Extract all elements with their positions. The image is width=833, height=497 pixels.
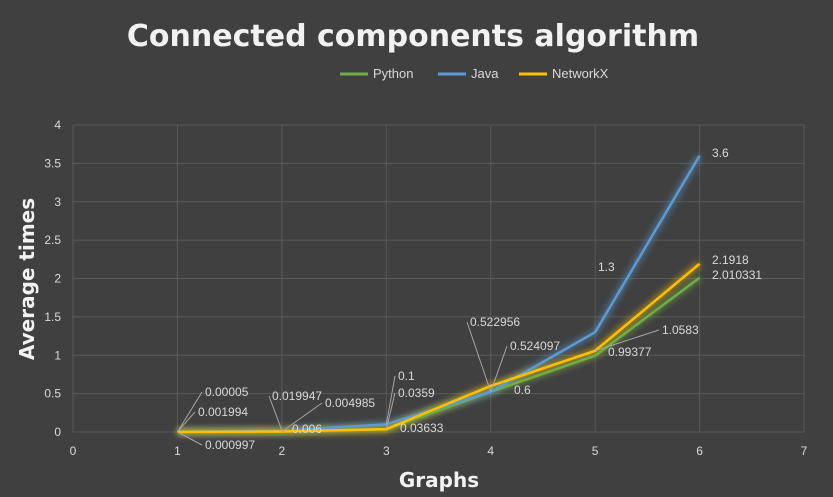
data-label-python: 0.000997 xyxy=(205,438,255,452)
data-label-leader xyxy=(466,321,492,393)
data-label-python: 0.004985 xyxy=(325,396,375,410)
data-label-python: 0.524097 xyxy=(510,339,560,353)
data-label-java: 0.00005 xyxy=(205,385,249,399)
legend-label: Java xyxy=(471,66,499,81)
y-tick-label: 2.5 xyxy=(44,233,61,247)
y-tick-label: 3.5 xyxy=(44,156,61,170)
data-label-java: 3.6 xyxy=(712,146,729,160)
data-labels: 0.000997 0.004985 0.0359 0.524097 0.99377 2.0… xyxy=(177,146,762,452)
x-tick-label: 0 xyxy=(70,444,77,458)
x-tick-label: 2 xyxy=(279,444,286,458)
legend-item-python: Python xyxy=(340,66,413,81)
legend-label: NetworkX xyxy=(552,66,609,81)
y-tick-label: 0.5 xyxy=(44,387,61,401)
data-label-leader xyxy=(385,375,396,425)
legend-item-java: Java xyxy=(438,66,499,81)
x-tick-label: 1 xyxy=(174,444,181,458)
series-glow-java xyxy=(177,153,703,436)
series-lines xyxy=(177,153,703,436)
data-label-networkx: 1.0583 xyxy=(662,323,699,337)
data-label-networkx: 0.03633 xyxy=(400,421,444,435)
data-label-leader xyxy=(385,392,396,430)
y-tick-label: 0 xyxy=(54,425,61,439)
y-tick-label: 4 xyxy=(54,118,61,132)
x-tick-label: 6 xyxy=(696,444,703,458)
data-label-python: 0.0359 xyxy=(398,386,435,400)
data-label-leader xyxy=(177,391,203,433)
data-label-python: 2.010331 xyxy=(712,268,762,282)
series-line-networkx xyxy=(177,262,701,434)
chart-title: Connected components algorithm xyxy=(127,19,699,54)
data-label-java: 0.522956 xyxy=(470,315,520,329)
data-label-python: 0.99377 xyxy=(608,345,652,359)
y-tick-label: 3 xyxy=(54,195,61,209)
y-axis-ticks: 0 0.5 1 1.5 2 2.5 3 3.5 4 xyxy=(44,118,61,439)
y-tick-label: 2 xyxy=(54,272,61,286)
data-label-networkx: 0.001994 xyxy=(198,405,248,419)
data-label-leader xyxy=(594,329,660,352)
data-label-leader xyxy=(281,402,323,433)
legend: Python Java NetworkX xyxy=(340,66,609,81)
x-axis-ticks: 0 1 2 3 4 5 6 7 xyxy=(70,444,808,458)
legend-label: Python xyxy=(373,66,413,81)
data-label-java: 0.1 xyxy=(398,369,415,383)
data-label-networkx: 2.1918 xyxy=(712,253,749,267)
data-label-leader xyxy=(268,395,283,431)
x-tick-label: 5 xyxy=(592,444,599,458)
legend-item-networkx: NetworkX xyxy=(519,66,609,81)
data-label-leader xyxy=(490,345,508,392)
data-label-leader xyxy=(177,411,196,433)
x-axis-title: Graphs xyxy=(399,468,479,492)
data-label-java: 0.019947 xyxy=(272,389,322,403)
data-label-java: 1.3 xyxy=(598,260,615,274)
x-tick-label: 3 xyxy=(383,444,390,458)
y-tick-label: 1 xyxy=(54,348,61,362)
x-tick-label: 7 xyxy=(801,444,808,458)
data-label-networkx: 0.6 xyxy=(514,383,531,397)
gridlines xyxy=(72,124,805,433)
data-label-leader xyxy=(177,431,203,446)
x-tick-label: 4 xyxy=(487,444,494,458)
data-label-networkx: 0.006 xyxy=(292,422,322,436)
y-tick-label: 1.5 xyxy=(44,310,61,324)
y-axis-title: Average times xyxy=(15,198,39,360)
